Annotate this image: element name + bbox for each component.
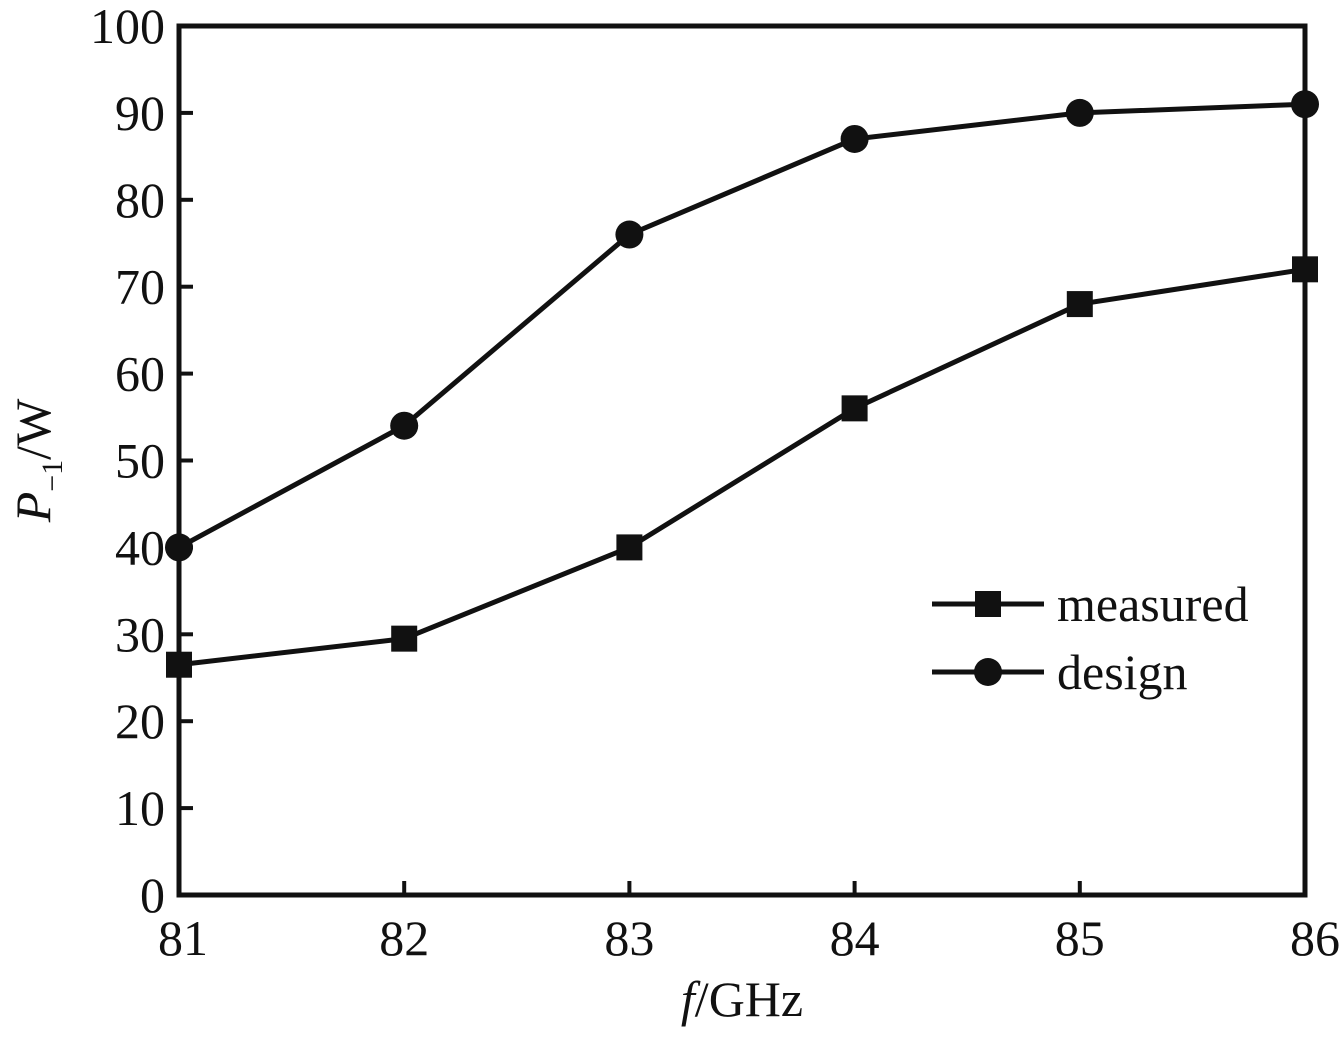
y-tick-label: 50 [115, 433, 165, 489]
legend-marker-measured [975, 591, 1001, 617]
y-tick-label: 40 [115, 519, 165, 575]
x-tick-label: 86 [1290, 910, 1340, 966]
measured-point-83 [616, 534, 643, 561]
series-measured [166, 256, 1318, 678]
y-tick-label: 90 [115, 85, 165, 141]
design-point-85 [1065, 98, 1094, 127]
x-axis-title-unit: /GHz [695, 971, 803, 1027]
y-tick-label: 10 [115, 780, 165, 836]
series-design [165, 90, 1319, 562]
x-tick-label: 84 [830, 910, 880, 966]
measured-line [178, 266, 1306, 668]
measured-point-81 [166, 651, 192, 678]
design-point-83 [615, 220, 644, 249]
x-tick-label: 82 [379, 910, 429, 966]
y-tick-label: 70 [115, 259, 165, 315]
design-point-84 [840, 124, 869, 153]
y-axis-title-variable: P [5, 492, 61, 524]
design-line [177, 101, 1306, 550]
y-tick-label: 0 [140, 867, 165, 923]
legend-item-measured: measured [932, 576, 1249, 632]
x-axis-title: f/GHz [681, 971, 803, 1027]
axes: 0 10 20 30 40 50 60 70 80 90 100 81 82 83 84 85 86 f/GHz P… [5, 0, 1340, 1027]
x-tick-label: 83 [604, 910, 654, 966]
measured-point-82 [391, 625, 418, 652]
measured-point-84 [841, 395, 868, 422]
legend: measured design [932, 576, 1249, 700]
legend-label-design: design [1057, 644, 1188, 700]
y-axis-title-unit: /W [5, 398, 61, 460]
x-tick-label: 85 [1055, 910, 1105, 966]
design-point-86 [1291, 90, 1319, 119]
y-tick-label: 60 [115, 346, 165, 402]
measured-point-85 [1066, 291, 1093, 318]
y-tick-label: 80 [115, 172, 165, 228]
y-tick-label: 100 [90, 0, 165, 54]
y-tick-label: 30 [115, 606, 165, 662]
y-axis-title: P−1/W [5, 398, 69, 523]
legend-label-measured: measured [1057, 576, 1249, 632]
design-point-81 [165, 533, 193, 562]
measured-point-86 [1292, 256, 1318, 283]
y-tick-label: 20 [115, 693, 165, 749]
series-layer [165, 90, 1319, 678]
y-axis-title-subscript: −1 [36, 460, 69, 492]
legend-item-design: design [932, 644, 1188, 700]
legend-marker-design [974, 658, 1002, 686]
plot-frame [176, 23, 1308, 898]
x-tick-label: 81 [158, 910, 208, 966]
design-point-82 [390, 411, 419, 440]
